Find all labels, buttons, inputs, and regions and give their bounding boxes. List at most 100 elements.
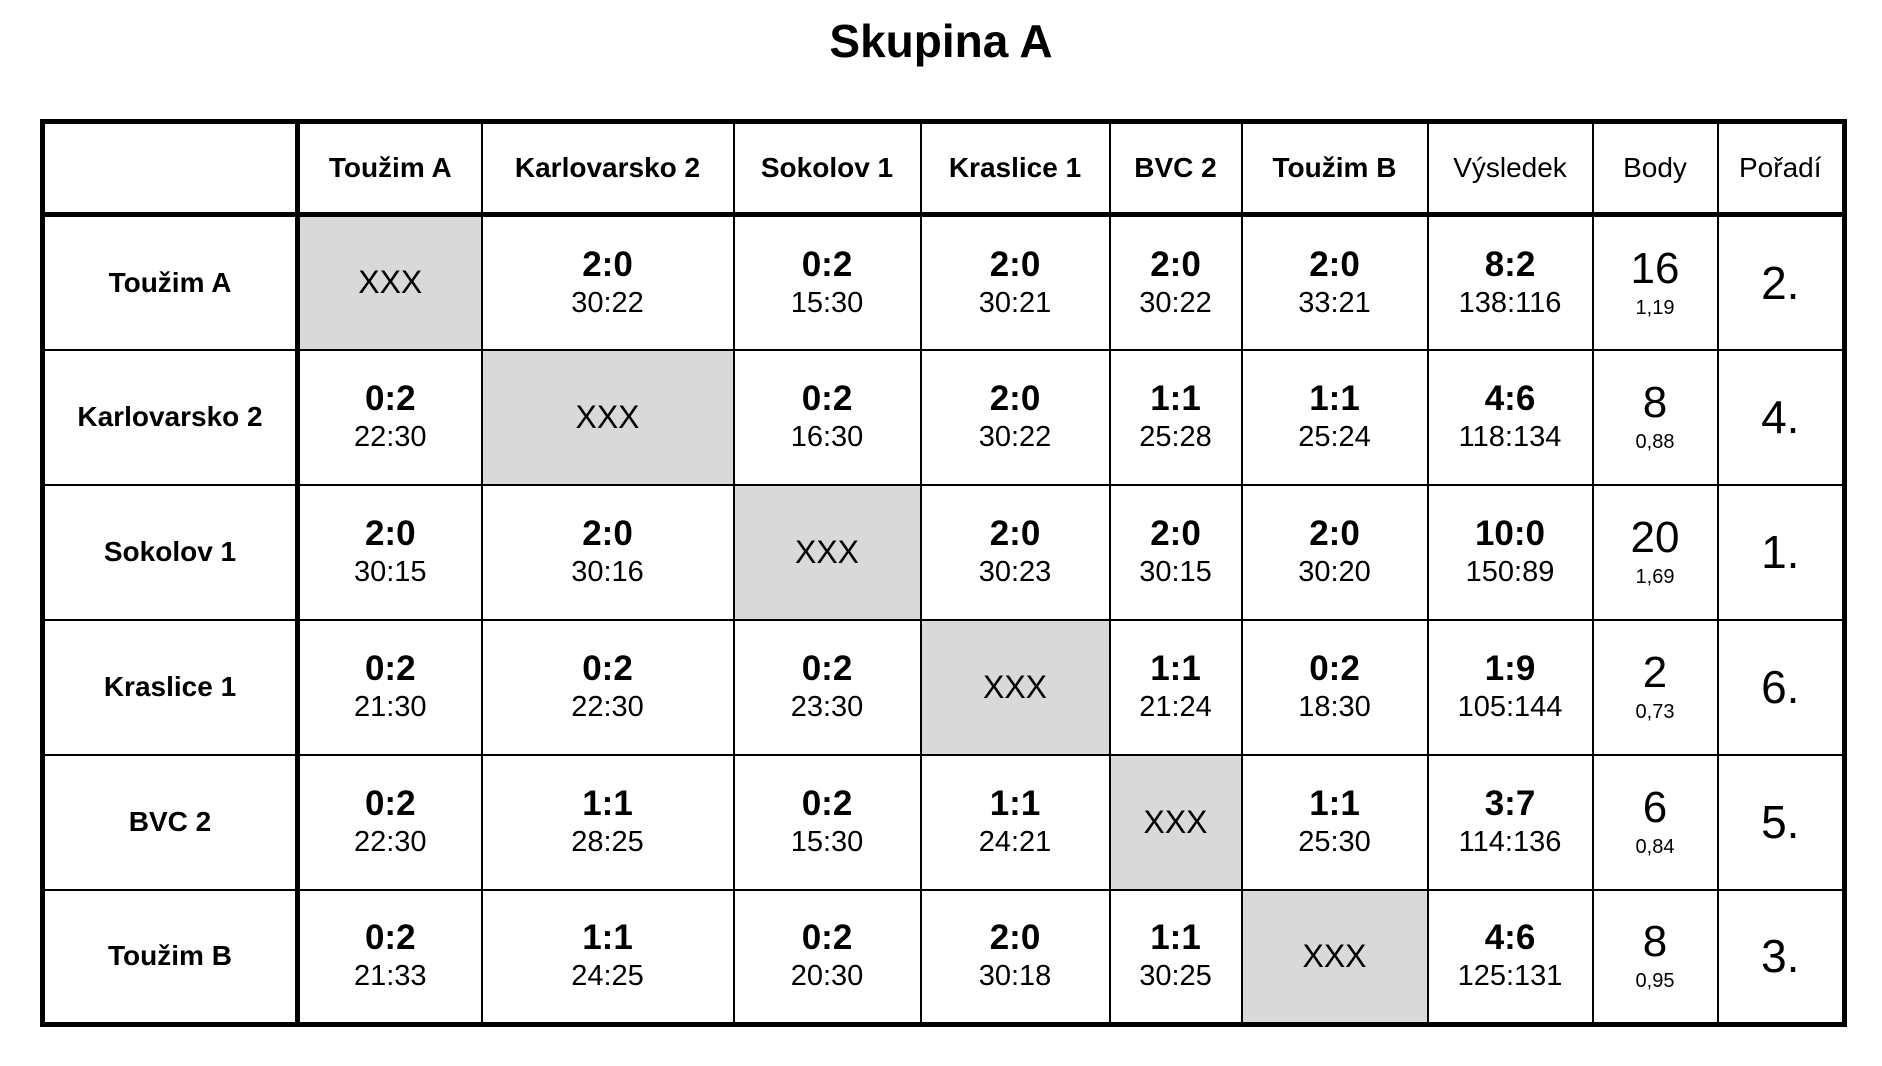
match-sets: 33:21	[1298, 286, 1371, 319]
table-row: BVC 2 0:2 22:30 1:1 28:25 0:2 15:30 1:1 24:21 XXX…	[41, 753, 1846, 891]
match-cell: 2:0 30:21	[919, 213, 1111, 351]
match-sets: 30:15	[353, 556, 427, 588]
page-title: Skupina A	[829, 15, 1053, 67]
match-sets: 21:33	[353, 960, 427, 993]
header-row: Toužim A Karlovarsko 2 Sokolov 1 Kraslice 1…	[41, 120, 1846, 217]
row-header: Toužim A	[41, 213, 300, 351]
rank-cell: 3.	[1716, 888, 1846, 1026]
points-ratio: 1,19	[1635, 296, 1675, 319]
points-cell: 8 0,88	[1591, 348, 1719, 486]
match-sets: 25:24	[1298, 421, 1371, 453]
match-sets: 20:30	[790, 960, 864, 993]
column-header-body: Body	[1591, 120, 1719, 217]
match-sets: 30:22	[1139, 286, 1212, 319]
match-score: 2:0	[1150, 513, 1201, 553]
result-score: 10:0	[1474, 513, 1546, 553]
match-score: 1:1	[1150, 918, 1201, 957]
points-cell: 20 1,69	[1591, 483, 1719, 621]
match-score: 0:2	[801, 918, 853, 957]
match-cell: 2:0 30:18	[919, 888, 1111, 1026]
match-sets: 18:30	[1298, 691, 1371, 723]
match-sets: 25:30	[1298, 826, 1371, 858]
column-header-sokolov-1: Sokolov 1	[732, 120, 922, 217]
match-score: 1:1	[1309, 783, 1360, 823]
match-score: 0:2	[801, 378, 853, 418]
match-score: 1:1	[989, 783, 1041, 823]
match-sets: 30:21	[978, 286, 1052, 319]
result-sets: 114:136	[1458, 826, 1562, 858]
results-table: Toužim A Karlovarsko 2 Sokolov 1 Kraslice 1…	[40, 119, 1847, 1027]
column-header-bvc-2: BVC 2	[1108, 120, 1243, 217]
match-cell: 0:2 18:30	[1240, 618, 1429, 756]
points-value: 16	[1630, 243, 1680, 293]
match-cell: 2:0 30:22	[480, 213, 735, 351]
match-sets: 30:18	[978, 960, 1052, 993]
result-cell: 4:6 118:134	[1426, 348, 1594, 486]
match-score: 1:1	[582, 783, 633, 823]
match-score: 2:0	[364, 513, 416, 553]
match-sets: 25:28	[1139, 421, 1212, 453]
match-cell: 2:0 30:15	[296, 483, 483, 621]
row-header: Karlovarsko 2	[41, 348, 300, 486]
rank-cell: 6.	[1716, 618, 1846, 756]
match-score: 1:1	[1150, 648, 1201, 688]
match-score: 2:0	[989, 244, 1041, 284]
match-cell: 0:2 15:30	[732, 213, 922, 351]
match-sets: 28:25	[571, 826, 644, 858]
result-cell: 10:0 150:89	[1426, 483, 1594, 621]
match-score: 0:2	[582, 648, 633, 688]
match-cell: 2:0 30:22	[1108, 213, 1243, 351]
match-cell: 0:2 20:30	[732, 888, 922, 1026]
diagonal-cell: XXX	[919, 618, 1111, 756]
row-header: BVC 2	[41, 753, 300, 891]
points-value: 8	[1642, 917, 1668, 967]
result-score: 4:6	[1484, 918, 1536, 957]
result-score: 8:2	[1484, 244, 1536, 284]
diagonal-cell: XXX	[296, 213, 483, 351]
match-cell: 1:1 24:21	[919, 753, 1111, 891]
row-header: Toužim B	[41, 888, 300, 1026]
points-cell: 8 0,95	[1591, 888, 1719, 1026]
result-sets: 118:134	[1458, 421, 1562, 453]
table-row: Toužim A XXX 2:0 30:22 0:2 15:30 2:0 30:21 2:0 30…	[41, 213, 1846, 351]
match-sets: 22:30	[353, 421, 427, 453]
result-score: 1:9	[1484, 648, 1536, 688]
match-cell: 2:0 30:15	[1108, 483, 1243, 621]
match-cell: 0:2 23:30	[732, 618, 922, 756]
match-cell: 0:2 21:30	[296, 618, 483, 756]
points-ratio: 0,84	[1635, 836, 1675, 859]
points-ratio: 0,95	[1635, 970, 1675, 993]
diagonal-cell: XXX	[1240, 888, 1429, 1026]
match-cell: 2:0 30:16	[480, 483, 735, 621]
points-value: 20	[1630, 512, 1680, 562]
match-sets: 22:30	[353, 826, 427, 858]
result-cell: 1:9 105:144	[1426, 618, 1594, 756]
rank-cell: 4.	[1716, 348, 1846, 486]
match-score: 0:2	[1309, 648, 1360, 688]
diagonal-cell: XXX	[1108, 753, 1243, 891]
result-cell: 3:7 114:136	[1426, 753, 1594, 891]
row-header: Kraslice 1	[41, 618, 300, 756]
match-score: 2:0	[989, 378, 1041, 418]
table-body: Toužim A XXX 2:0 30:22 0:2 15:30 2:0 30:21 2:0 30…	[41, 213, 1846, 1026]
points-ratio: 0,73	[1635, 701, 1675, 724]
match-score: 0:2	[801, 648, 853, 688]
table-row: Kraslice 1 0:2 21:30 0:2 22:30 0:2 23:30 XXX 1:1…	[41, 618, 1846, 756]
points-cell: 6 0,84	[1591, 753, 1719, 891]
points-value: 2	[1642, 647, 1668, 697]
rank-cell: 5.	[1716, 753, 1846, 891]
points-ratio: 1,69	[1635, 566, 1675, 589]
match-cell: 1:1 25:28	[1108, 348, 1243, 486]
points-cell: 16 1,19	[1591, 213, 1719, 351]
match-score: 2:0	[989, 918, 1041, 957]
match-score: 0:2	[364, 378, 416, 418]
column-header-kraslice-1: Kraslice 1	[919, 120, 1111, 217]
corner-cell	[41, 120, 300, 217]
match-score: 0:2	[364, 918, 416, 957]
match-score: 0:2	[364, 648, 416, 688]
match-score: 1:1	[1309, 378, 1360, 418]
match-score: 2:0	[582, 513, 633, 553]
match-score: 2:0	[1150, 244, 1201, 284]
rank-cell: 2.	[1716, 213, 1846, 351]
